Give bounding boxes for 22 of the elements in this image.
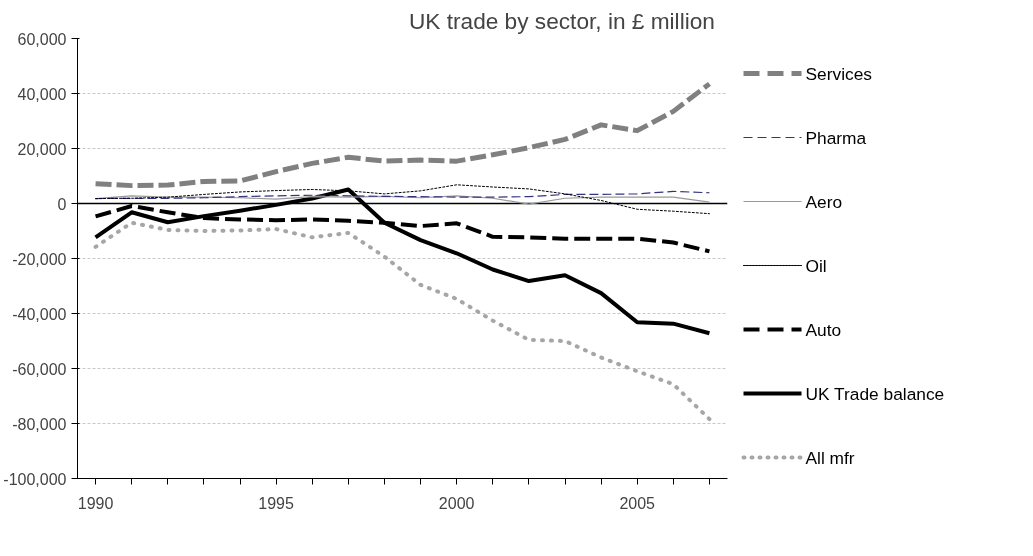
y-tick-label: -20,000 [12,250,67,268]
legend-label: UK Trade balance [805,383,945,404]
x-tick-label: 1990 [77,494,114,512]
legend-label: All mfr [805,447,855,468]
y-tick-label: -80,000 [12,415,67,433]
y-tick-label: 0 [57,195,67,213]
legend-label: Services [805,63,873,84]
x-tick-label: 2005 [619,494,656,512]
legend-label: Oil [805,255,827,276]
legend-label: Aero [805,191,843,212]
y-tick-label: 20,000 [17,140,67,158]
y-tick-label: 40,000 [17,85,67,103]
legend-label: Auto [805,319,842,340]
y-tick-label: -60,000 [12,360,67,378]
legend-label: Pharma [805,127,867,148]
x-tick-label: 1995 [258,494,295,512]
chart-title: UK trade by sector, in £ million [408,7,715,34]
x-tick-label: 2000 [438,494,475,512]
y-tick-label: -40,000 [12,305,67,323]
line-series [93,220,712,422]
y-tick-label: -100,000 [3,470,67,488]
y-tick-label: 60,000 [17,30,67,48]
